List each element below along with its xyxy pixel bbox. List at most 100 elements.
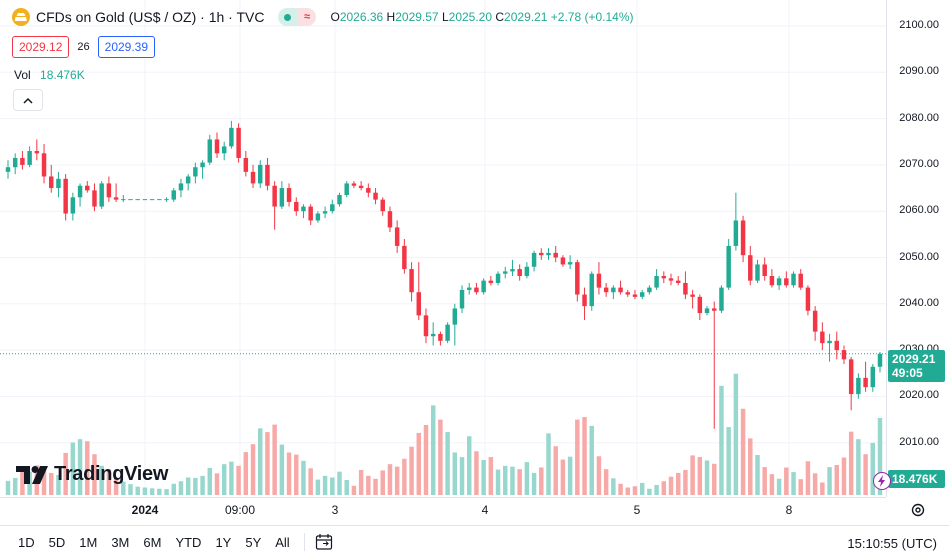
volume-bar (704, 460, 710, 495)
range-5d-button[interactable]: 5D (48, 534, 66, 550)
open-value: 2026.36 (339, 10, 384, 24)
price-axis[interactable]: 2100.00 2090.00 2080.00 2070.00 2060.00 2050.… (886, 0, 949, 497)
candle-body (841, 350, 847, 360)
chart-settings-button[interactable] (910, 502, 926, 518)
low-label: L (441, 10, 449, 24)
range-all-button[interactable]: All (275, 534, 290, 550)
ohlc-values: O2026.36 H2029.57 L2025.20 C2029.21 +2.7… (330, 10, 633, 24)
tradingview-logo[interactable]: TradingView (16, 463, 168, 486)
volume-bar (647, 488, 652, 495)
candle-body (740, 220, 746, 256)
volume-bar (798, 479, 803, 495)
high-label: H (386, 10, 396, 24)
candle-body (848, 359, 854, 395)
price-tick-label: 2020.00 (899, 389, 939, 402)
candle-body (589, 273, 594, 307)
bid-price-button[interactable]: 2029.12 (12, 36, 70, 58)
candle-body (791, 273, 796, 286)
candle-body (286, 188, 292, 202)
candle-body (870, 366, 876, 388)
volume-bar (373, 478, 378, 495)
candle-body (877, 353, 883, 367)
candle-body (257, 164, 263, 184)
candle-body (185, 176, 191, 184)
bar-countdown: 49:05 (892, 366, 923, 380)
volume-bar (164, 489, 169, 495)
volume-bar (690, 455, 695, 495)
last-price-tag: 2029.21 49:05 (888, 350, 945, 382)
candle-body (373, 192, 378, 200)
range-1y-button[interactable]: 1Y (215, 534, 232, 550)
candle-body (856, 377, 861, 395)
utc-clock[interactable]: 15:10:55 (UTC) (847, 536, 937, 551)
candle-body (762, 264, 767, 277)
candle-body (12, 157, 18, 168)
last-price-value: 2029.21 (892, 352, 936, 366)
symbol-title[interactable]: CFDs on Gold (US$ / OZ) · 1h · TVC (36, 9, 265, 25)
candle-body (70, 197, 76, 214)
volume-bar (834, 465, 839, 495)
candle-body (466, 287, 472, 290)
candle-body (618, 287, 623, 293)
volume-bar (733, 373, 739, 495)
candle-body (625, 292, 631, 295)
market-status-pill[interactable]: ≈ (278, 8, 317, 26)
symbol-legend: CFDs on Gold (US$ / OZ) · 1h · TVC ≈ O20… (12, 8, 634, 26)
calendar-icon (315, 534, 332, 550)
candle-body (776, 278, 782, 286)
brand-name: TradingView (54, 463, 169, 485)
volume-bar (294, 454, 299, 495)
volume-bar (157, 488, 162, 495)
chevron-up-icon (23, 97, 33, 104)
bottom-toolbar: 1D 5D 1M 3M 6M YTD 1Y 5Y All 15:10:55 (U… (0, 525, 949, 558)
range-3m-button[interactable]: 3M (111, 534, 130, 550)
range-6m-button[interactable]: 6M (143, 534, 162, 550)
ask-price-button[interactable]: 2029.39 (97, 36, 156, 58)
volume-bar (748, 438, 753, 495)
volume-bar (358, 470, 364, 495)
volume-bar (668, 476, 674, 495)
chart-pane[interactable]: CFDs on Gold (US$ / OZ) · 1h · TVC ≈ O20… (0, 0, 886, 497)
range-1m-button[interactable]: 1M (79, 534, 98, 550)
candle-body (221, 146, 227, 154)
candle-body (394, 227, 400, 246)
candle-body (207, 139, 213, 163)
candle-body (769, 276, 775, 286)
volume-bar (632, 486, 638, 495)
volume-bar (776, 478, 782, 495)
candle-body (416, 292, 422, 316)
volume-bar (330, 477, 335, 495)
volume-legend[interactable]: Vol 18.476K (14, 68, 85, 82)
volume-bar (49, 472, 54, 495)
tradingview-mark-icon (16, 465, 48, 484)
candle-body (474, 287, 479, 293)
volume-bar (121, 481, 126, 495)
volume-bar (99, 465, 104, 495)
candle-body (279, 188, 285, 207)
time-axis[interactable]: 2024 09:00 3 4 5 8 (0, 497, 886, 522)
volume-bar (524, 462, 530, 495)
volume-bar (466, 436, 472, 495)
range-5y-button[interactable]: 5Y (245, 534, 262, 550)
volume-bar (841, 457, 847, 495)
candle-body (330, 204, 335, 212)
candle-body (546, 252, 551, 256)
volume-bar (827, 467, 832, 495)
candle-body (488, 280, 494, 283)
collapse-legend-button[interactable] (13, 89, 43, 111)
candle-body (358, 185, 364, 189)
goto-date-button[interactable] (315, 533, 333, 551)
volume-bar (697, 457, 703, 495)
volume-bar (113, 477, 119, 495)
volume-bar (214, 473, 220, 495)
range-1d-button[interactable]: 1D (18, 534, 35, 550)
volume-bar (683, 470, 688, 495)
volume-bar (272, 424, 277, 495)
candle-body (106, 183, 112, 198)
candle-body (567, 262, 573, 265)
lightning-icon[interactable] (873, 472, 891, 490)
volume-bar (553, 446, 558, 495)
range-ytd-button[interactable]: YTD (175, 534, 202, 550)
candlestick-chart[interactable] (0, 0, 886, 497)
candle-body (503, 271, 508, 274)
